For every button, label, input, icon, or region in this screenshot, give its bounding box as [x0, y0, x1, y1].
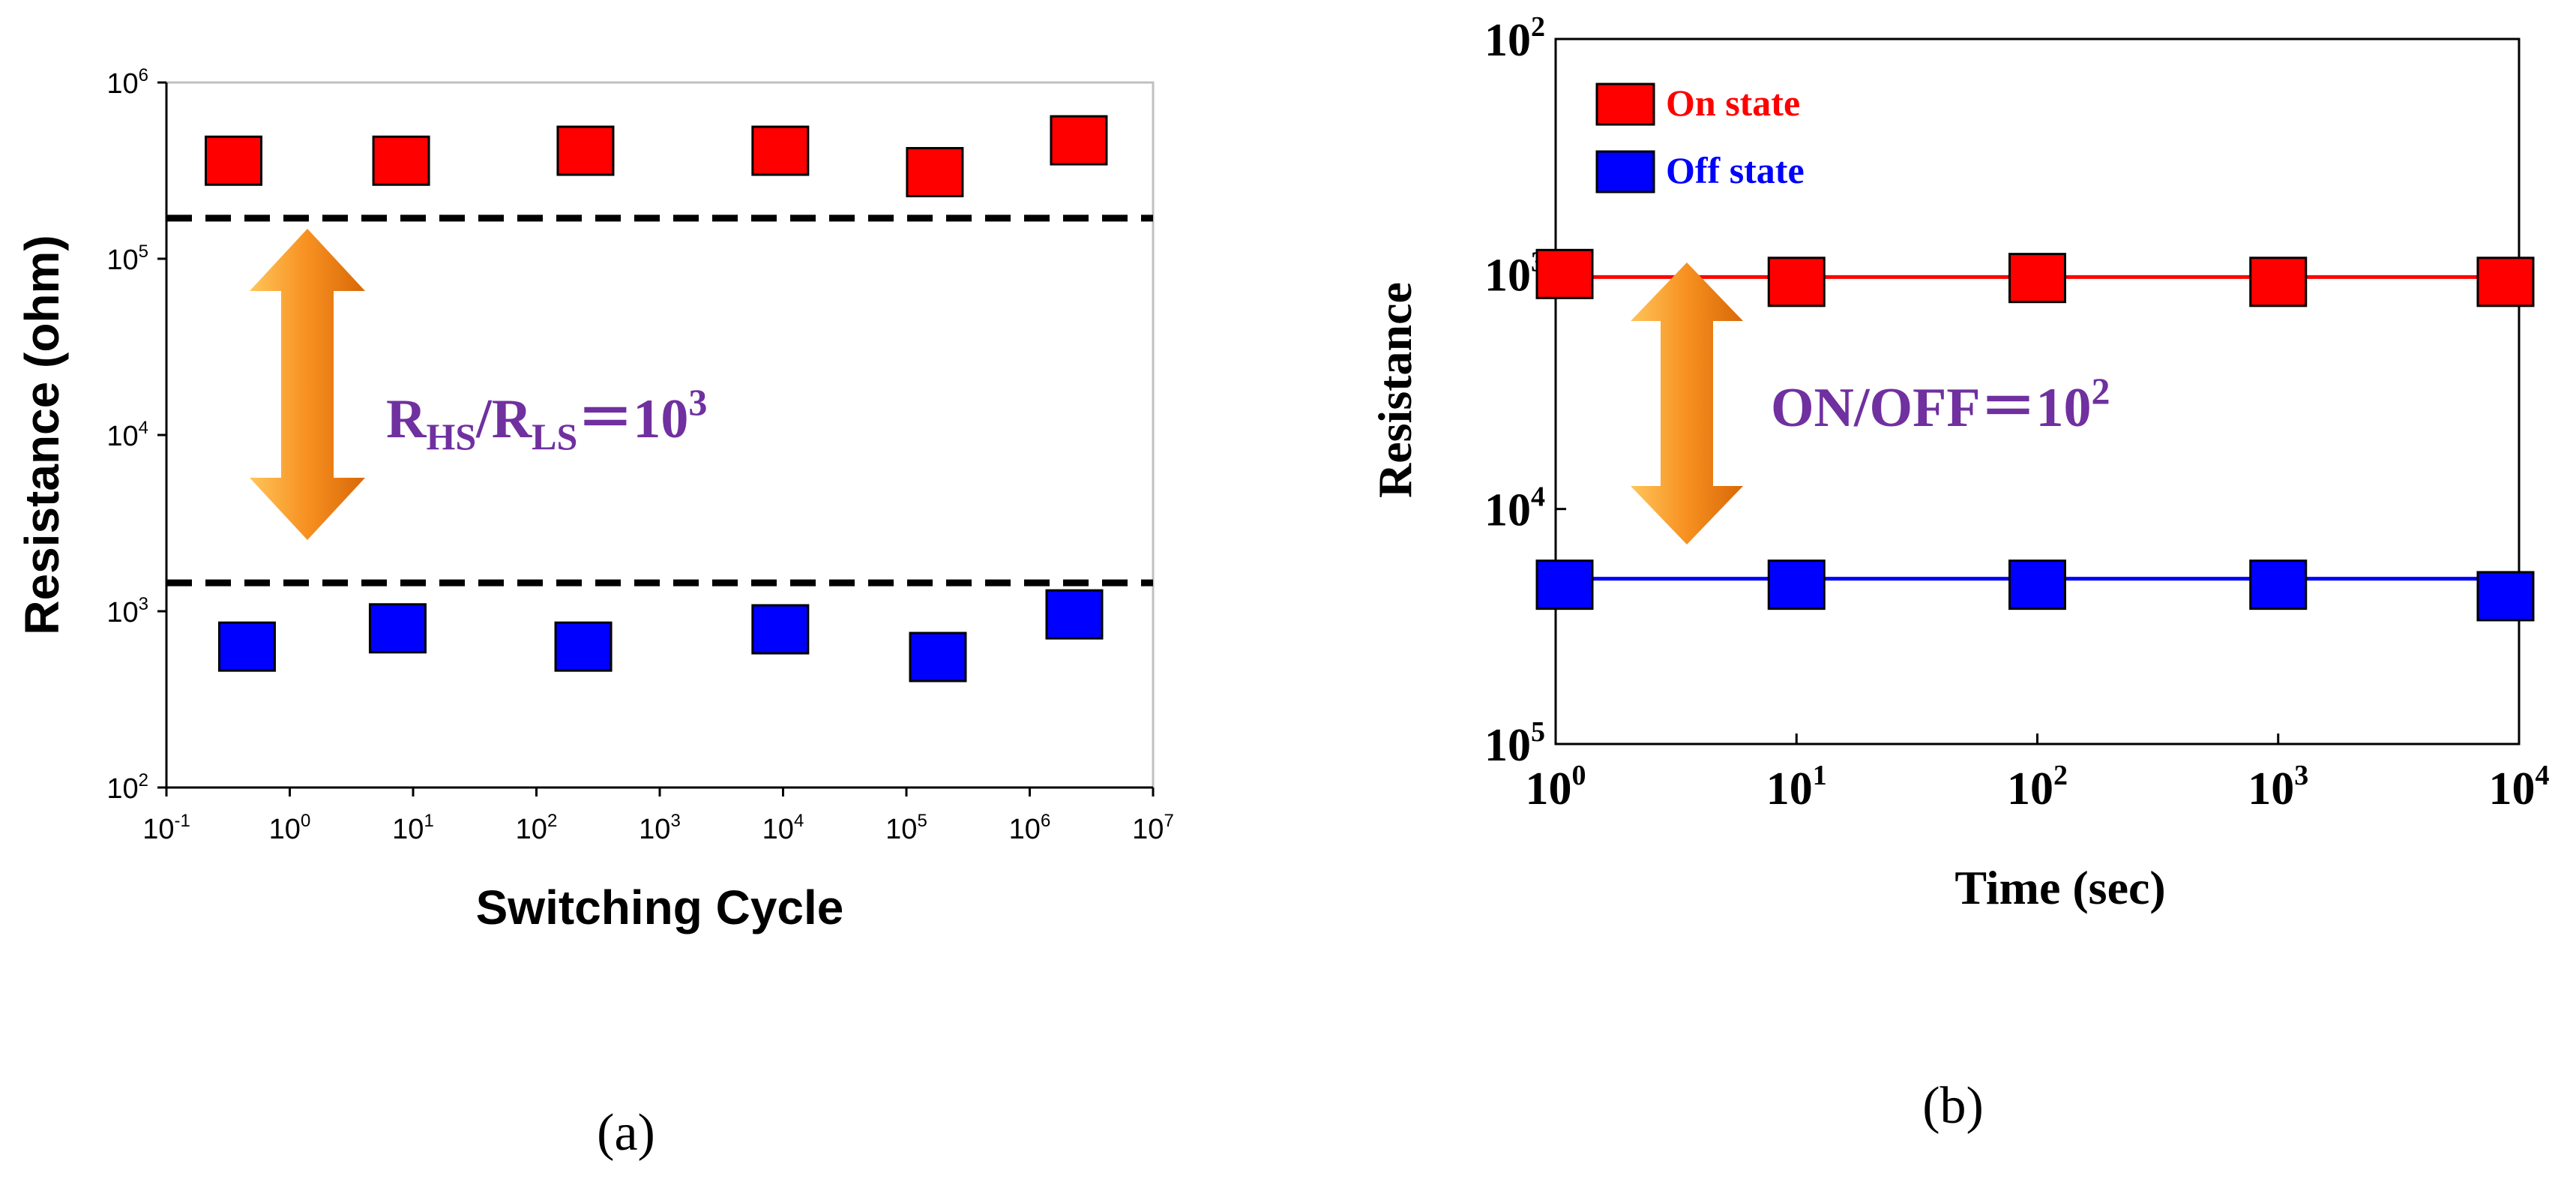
chart-b-x-tick-label: 102	[2007, 760, 2068, 814]
chart-a-point-high	[1050, 115, 1108, 166]
chart-a-x-tick-label: 10-1	[142, 811, 190, 845]
chart-b-x-tick-label: 104	[2489, 760, 2550, 814]
chart-a-ratio-sub1: HS	[426, 416, 476, 458]
chart-a-x-tick-label: 102	[516, 811, 558, 845]
chart-b-point-on	[2476, 256, 2535, 308]
chart-b-y-label: Resistance	[1368, 282, 1421, 498]
chart-a-point-high	[556, 125, 615, 176]
chart-a-y-tick-label: 103	[106, 594, 148, 628]
chart-a-y-tick-label: 102	[106, 770, 148, 805]
chart-b-x-tick-label: 100	[1526, 760, 1586, 814]
chart-b-point-on	[1535, 248, 1594, 299]
chart-b: 100101102103104102103104105 ON/OFF＝102 O…	[1368, 11, 2550, 1135]
chart-b-panel-label: (b)	[1922, 1077, 1984, 1135]
chart-a-ratio-annotation: RHS/RLS＝103	[386, 381, 707, 458]
chart-a-y-tick-label: 106	[106, 65, 148, 100]
chart-a-point-low	[751, 604, 810, 655]
chart-a-y-tick-label: 105	[106, 242, 148, 276]
legend-label-off: Off state	[1666, 149, 1805, 191]
chart-a-x-tick-label: 107	[1132, 811, 1174, 845]
chart-b-point-on	[2249, 256, 2308, 308]
chart-b-ratio-text: ON/OFF＝10	[1771, 377, 2092, 439]
chart-a-x-tick-label: 106	[1009, 811, 1051, 845]
chart-a-panel-label: (a)	[597, 1104, 655, 1162]
chart-b-y-tick-label: 104	[1484, 482, 1545, 536]
chart-a-x-label: Switching Cycle	[476, 880, 844, 934]
chart-a-point-high	[204, 135, 262, 186]
chart-a-x-tick-label: 101	[392, 811, 434, 845]
legend-label-on: On state	[1666, 82, 1800, 124]
chart-a-ratio-base: R	[386, 388, 427, 450]
chart-a-x-tick-label: 104	[762, 811, 804, 845]
chart-a-point-high	[906, 147, 964, 198]
chart-a-point-low	[368, 603, 427, 654]
chart-a-point-high	[372, 135, 430, 186]
chart-b-x-label: Time (sec)	[1954, 861, 2165, 914]
chart-b-point-off	[2249, 560, 2308, 610]
chart-a: 10-1 100 101 102 103 104 105 106 107 102 103 104 105…	[15, 65, 1174, 1162]
chart-a-point-low	[1045, 589, 1104, 640]
chart-a-ratio-slash: /	[475, 388, 493, 450]
chart-b-point-on	[2008, 253, 2066, 304]
chart-a-ratio-sub2: LS	[532, 416, 577, 458]
chart-b-ratio-arrow	[1631, 262, 1743, 544]
chart-a-x-tick-label: 103	[639, 811, 681, 845]
legend-swatch-on	[1595, 82, 1655, 126]
chart-a-ratio-arrow	[250, 229, 365, 540]
chart-b-y-tick-label: 102	[1484, 11, 1545, 66]
chart-a-y-label: Resistance (ohm)	[15, 235, 69, 634]
chart-a-ratio-exp: 3	[688, 381, 707, 423]
chart-b-point-off	[1767, 560, 1826, 610]
chart-b-ratio-exp: 2	[2092, 370, 2110, 412]
chart-b-y-tick-label: 105	[1484, 716, 1545, 771]
chart-b-x-tick-label: 103	[2248, 760, 2308, 814]
chart-b-point-off	[1535, 560, 1594, 610]
chart-a-x-tick-label: 100	[269, 811, 311, 845]
chart-a-x-tick-label: 105	[885, 811, 927, 845]
legend-swatch-off	[1595, 150, 1655, 194]
chart-a-y-tick-label: 104	[106, 418, 148, 452]
chart-b-point-off	[2008, 560, 2066, 610]
chart-a-point-high	[751, 125, 810, 176]
chart-a-point-low	[909, 632, 967, 682]
chart-a-ratio-eq: ＝10	[577, 388, 688, 450]
chart-a-ratio-base2: R	[492, 388, 533, 450]
chart-b-point-off	[2476, 571, 2535, 622]
chart-b-legend: On state Off state	[1595, 82, 1805, 194]
chart-b-ratio-annotation: ON/OFF＝102	[1771, 370, 2110, 439]
chart-b-x-tick-label: 101	[1766, 760, 1827, 814]
chart-b-plot-area	[1554, 38, 2521, 746]
chart-b-point-on	[1767, 256, 1826, 308]
chart-a-point-low	[217, 621, 276, 672]
chart-a-point-low	[554, 621, 613, 672]
